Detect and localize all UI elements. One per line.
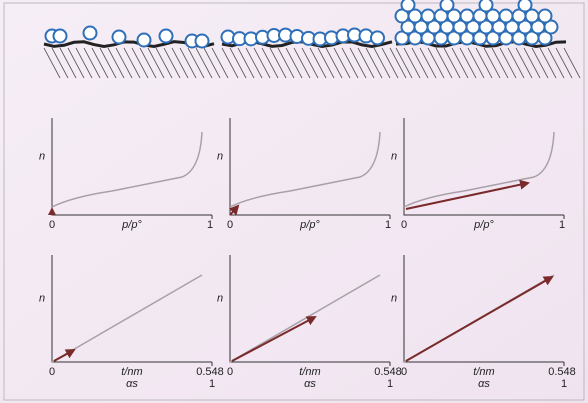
x-start: 0	[401, 219, 407, 231]
x-label: t/nm	[121, 366, 142, 378]
molecule	[480, 0, 493, 12]
molecule	[422, 10, 435, 23]
x-start: 0	[227, 366, 233, 378]
molecule	[500, 10, 513, 23]
molecule	[371, 31, 384, 44]
x-label: t/nm	[299, 366, 320, 378]
x-end: 0.548	[196, 366, 224, 378]
x-end: 0.548	[374, 366, 402, 378]
x2-end: 1	[561, 378, 567, 390]
x-end: 1	[385, 219, 391, 231]
molecule	[441, 0, 454, 12]
y-label: n	[391, 292, 397, 304]
x2-end: 1	[209, 378, 215, 390]
x2-label: αs	[478, 378, 490, 390]
molecule	[539, 10, 552, 23]
x-end: 1	[559, 219, 565, 231]
x-end: 0.548	[548, 366, 576, 378]
molecule	[196, 35, 209, 48]
x-end: 1	[207, 219, 213, 231]
x-label: p/p°	[299, 219, 320, 231]
molecule	[160, 30, 173, 43]
x2-label: αs	[304, 378, 316, 390]
y-label: n	[217, 292, 223, 304]
molecule	[84, 27, 97, 40]
molecule	[519, 0, 532, 12]
x-label: t/nm	[473, 366, 494, 378]
x-start: 0	[227, 219, 233, 231]
x-label: p/p°	[473, 219, 494, 231]
figure: n01p/p°n00.548t/nmαs1n01p/p°n00.548t/nmα…	[0, 0, 588, 403]
molecule	[461, 10, 474, 23]
x-start: 0	[401, 366, 407, 378]
y-label: n	[391, 150, 397, 162]
x2-label: αs	[126, 378, 138, 390]
y-label: n	[217, 150, 223, 162]
molecule	[54, 30, 67, 43]
x-start: 0	[49, 219, 55, 231]
x2-end: 1	[387, 378, 393, 390]
molecule	[113, 31, 126, 44]
molecule	[402, 0, 415, 12]
y-label: n	[39, 292, 45, 304]
background	[0, 0, 588, 403]
molecule	[138, 34, 151, 47]
x-start: 0	[49, 366, 55, 378]
y-label: n	[39, 150, 45, 162]
x-label: p/p°	[121, 219, 142, 231]
